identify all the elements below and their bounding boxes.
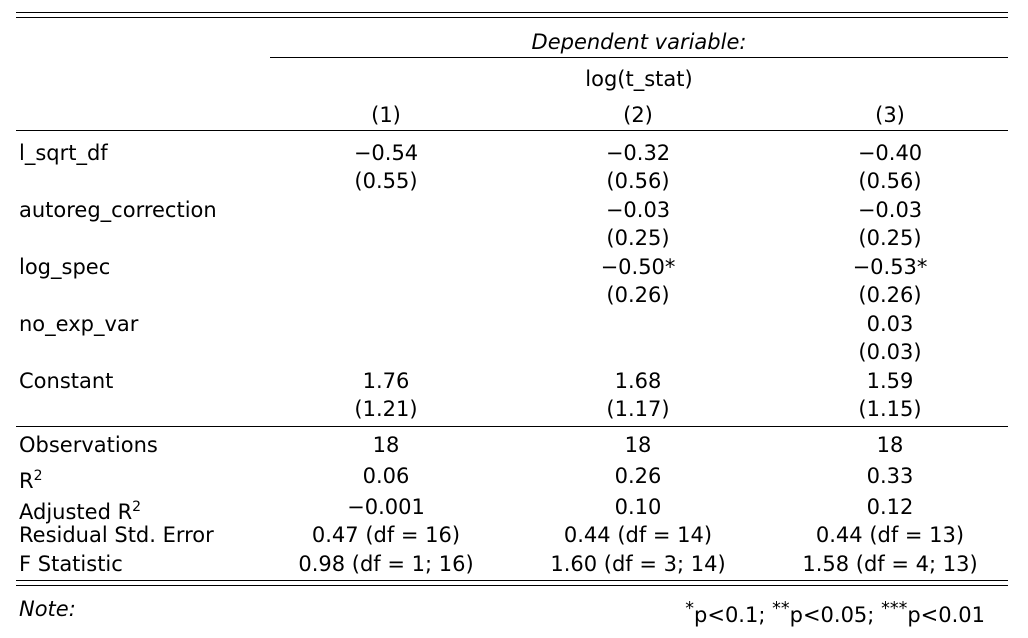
dependent-variable-caption: Dependent variable: (531, 30, 747, 54)
coefficient-row: autoreg_correction −0.03 −0.03 (0, 196, 1028, 224)
standard-error: (0.26) (606, 283, 670, 307)
coefficient-row: log_spec −0.50* −0.53* (0, 253, 1028, 281)
significance-text: p<0.1; (694, 603, 766, 627)
statistic-label: Adjusted R (19, 500, 133, 524)
standard-error: (0.26) (858, 283, 922, 307)
coefficient-estimate: −0.32 (605, 141, 671, 165)
bottom-rule-second (16, 585, 1008, 586)
superscript: 2 (132, 499, 142, 515)
statistic-value: 18 (372, 433, 400, 457)
statistic-value: 0.44 (df = 13) (815, 523, 965, 547)
column-numbers-row: (1) (2) (3) (0, 101, 1028, 129)
statistic-label: Residual Std. Error (19, 523, 214, 547)
statistic-value: 0.33 (866, 464, 914, 488)
significance-stars: *** (881, 599, 908, 619)
variable-name: log_spec (19, 255, 111, 279)
standard-error: (1.15) (858, 397, 922, 421)
column-header: (1) (371, 103, 401, 127)
column-header: (3) (875, 103, 905, 127)
coefficient-estimate: 0.03 (866, 312, 914, 336)
statistic-value: 0.26 (614, 464, 662, 488)
standard-error: (0.56) (606, 169, 670, 193)
statistic-value: 18 (624, 433, 652, 457)
significance-stars: * (685, 599, 695, 619)
header-rule (16, 130, 1008, 131)
standard-error: (0.03) (858, 340, 922, 364)
coefficient-row: l_sqrt_df −0.54 −0.32 −0.40 (0, 139, 1028, 167)
standard-error-row: (0.25) (0.25) (0, 224, 1028, 252)
statistic-value: −0.001 (347, 495, 425, 519)
statistic-value: 1.60 (df = 3; 14) (550, 552, 726, 576)
standard-error-row: (0.55) (0.56) (0.56) (0, 167, 1028, 195)
statistic-value: 0.98 (df = 1; 16) (298, 552, 474, 576)
coefficients-bottom-rule (16, 426, 1008, 427)
dependent-variable-rule (270, 57, 1008, 58)
statistic-name: F Statistic (19, 550, 123, 578)
standard-error: (0.56) (858, 169, 922, 193)
standard-error: (1.21) (354, 397, 418, 421)
statistic-value: 0.12 (866, 495, 914, 519)
top-rule (16, 12, 1008, 13)
significance-text: p<0.05; (789, 603, 875, 627)
coefficient-estimate: −0.40 (857, 141, 923, 165)
coefficient-estimate: 1.68 (614, 369, 662, 393)
standard-error: (0.25) (858, 226, 922, 250)
statistic-row: F Statistic 0.98 (df = 1; 16) 1.60 (df = 3… (0, 550, 1028, 578)
statistic-name: Residual Std. Error (19, 521, 214, 549)
variable-name: l_sqrt_df (19, 141, 108, 165)
coefficient-estimate: −0.03 (605, 198, 671, 222)
note-label: Note: (19, 597, 76, 621)
coefficient-row: no_exp_var 0.03 (0, 310, 1028, 338)
coefficient-estimate: −0.54 (353, 141, 419, 165)
coefficient-estimate: −0.03 (857, 198, 923, 222)
standard-error: (0.55) (354, 169, 418, 193)
standard-error-row: (1.21) (1.17) (1.15) (0, 395, 1028, 423)
statistic-value: 18 (876, 433, 904, 457)
statistic-value: 0.44 (df = 14) (563, 523, 713, 547)
dependent-variable-name: log(t_stat) (585, 67, 693, 91)
coefficient-row: Constant 1.76 1.68 1.59 (0, 367, 1028, 395)
top-rule-second (16, 17, 1008, 18)
coefficient-estimate: −0.50* (600, 255, 676, 279)
statistic-value: 0.06 (362, 464, 410, 488)
standard-error-row: (0.03) (0, 338, 1028, 366)
statistic-row: Observations 18 18 18 (0, 431, 1028, 459)
statistic-value: 1.58 (df = 4; 13) (802, 552, 978, 576)
variable-name: autoreg_correction (19, 198, 217, 222)
variable-name: no_exp_var (19, 312, 139, 336)
statistic-label: F Statistic (19, 552, 123, 576)
note-row: Note: *p<0.1; **p<0.05; ***p<0.01 (0, 595, 1028, 627)
coefficient-estimate: 1.59 (866, 369, 914, 393)
column-header: (2) (623, 103, 653, 127)
significance-legend: *p<0.1; **p<0.05; ***p<0.01 (685, 595, 985, 629)
superscript: 2 (33, 468, 43, 484)
statistic-row: Residual Std. Error 0.47 (df = 16) 0.44 (d… (0, 521, 1028, 549)
coefficient-estimate: 1.76 (362, 369, 410, 393)
significance-text: p<0.01 (907, 603, 985, 627)
standard-error: (1.17) (606, 397, 670, 421)
significance-stars: ** (772, 599, 790, 619)
coefficient-estimate: −0.53* (852, 255, 928, 279)
standard-error-row: (0.26) (0.26) (0, 281, 1028, 309)
statistic-row: R2 0.06 0.26 0.33 (0, 462, 1028, 493)
statistic-label: Observations (19, 433, 158, 457)
statistic-value: 0.47 (df = 16) (311, 523, 461, 547)
statistic-label: R (19, 469, 34, 493)
variable-name: Constant (19, 369, 114, 393)
statistic-row: Adjusted R2 −0.001 0.10 0.12 (0, 493, 1028, 524)
statistic-name: Observations (19, 431, 158, 459)
statistic-name: R2 (19, 462, 43, 495)
standard-error: (0.25) (606, 226, 670, 250)
statistic-value: 0.10 (614, 495, 662, 519)
dependent-variable-row: Dependent variable: (0, 28, 1028, 56)
statistic-name: Adjusted R2 (19, 493, 141, 526)
bottom-rule (16, 580, 1008, 581)
dependent-name-row: log(t_stat) (0, 65, 1028, 93)
